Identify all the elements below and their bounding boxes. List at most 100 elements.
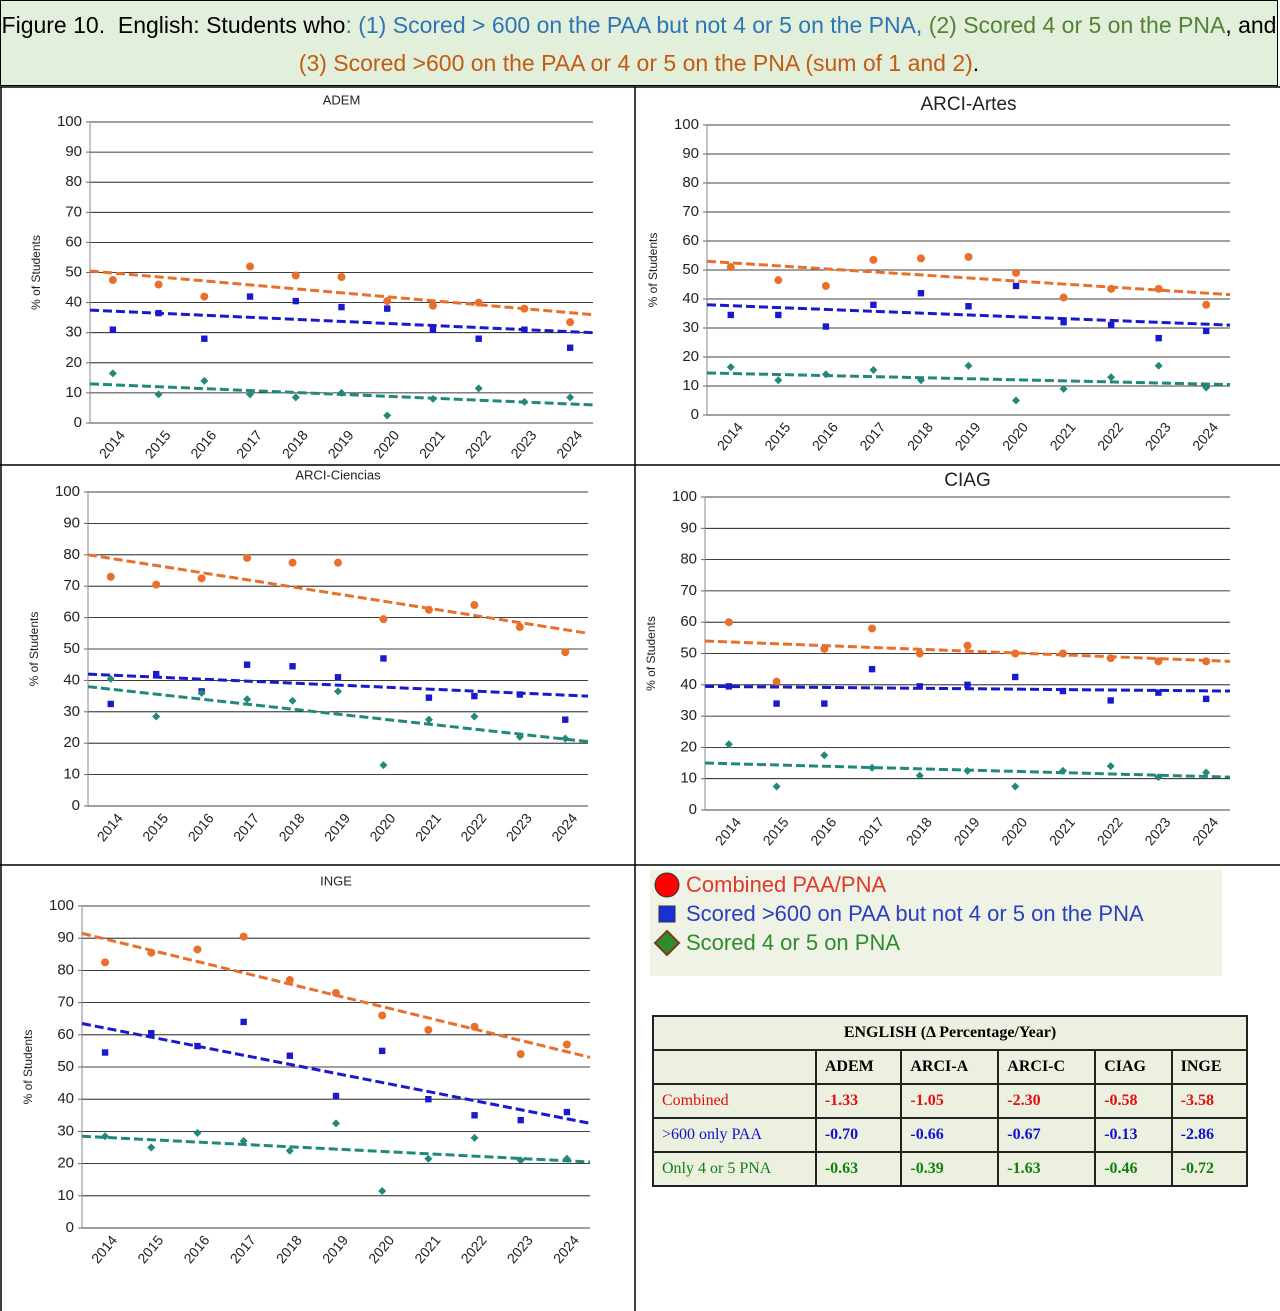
data-point — [916, 376, 925, 385]
y-tick-label: 10 — [682, 377, 699, 394]
y-tick-label: 0 — [72, 797, 80, 814]
y-tick-label: 20 — [57, 1155, 74, 1172]
x-tick-label: 2020 — [370, 427, 402, 461]
data-point — [1106, 762, 1115, 771]
data-point — [337, 273, 346, 282]
legend-entry: Scored 4 or 5 on PNA — [652, 928, 1222, 957]
data-point — [516, 1156, 525, 1165]
data-point — [1203, 327, 1210, 335]
data-point — [820, 644, 829, 653]
y-tick-label: 80 — [63, 546, 80, 563]
x-tick-label: 2018 — [904, 419, 936, 453]
data-point — [193, 945, 202, 954]
data-point — [1202, 383, 1211, 392]
data-point — [1011, 649, 1020, 658]
data-point — [916, 254, 925, 263]
y-tick-label: 60 — [63, 609, 80, 626]
x-tick-label: 2018 — [903, 814, 935, 848]
chart-title: ADEM — [323, 92, 361, 107]
data-point — [916, 683, 923, 690]
trend-line — [704, 639, 1231, 663]
data-point — [246, 390, 255, 399]
data-point — [725, 683, 733, 690]
y-tick-label: 30 — [680, 707, 697, 724]
data-point — [1154, 657, 1163, 666]
row-label: >600 only PAA — [652, 1117, 817, 1153]
data-point — [869, 366, 878, 375]
trend-line — [89, 269, 594, 317]
data-point — [1059, 687, 1067, 695]
x-tick-label: 2015 — [759, 814, 791, 848]
x-tick-label: 2022 — [457, 1232, 489, 1266]
data-point — [915, 649, 924, 658]
data-point — [1202, 695, 1210, 703]
legend: Combined PAA/PNA Scored >600 on PAA but n… — [650, 870, 1222, 976]
data-point — [516, 1050, 525, 1059]
x-tick-label: 2016 — [807, 814, 839, 848]
x-tick-label: 2014 — [714, 419, 746, 453]
data-point — [384, 305, 391, 312]
data-point — [1107, 284, 1116, 293]
data-point — [821, 370, 830, 379]
y-tick-label: 90 — [63, 514, 80, 531]
table-value: -0.70 — [814, 1117, 903, 1153]
data-point — [868, 624, 877, 633]
data-point — [520, 397, 529, 406]
y-tick-label: 50 — [680, 644, 697, 661]
y-tick-label: 0 — [66, 1219, 74, 1236]
x-tick-label: 2021 — [416, 427, 448, 461]
data-point — [915, 771, 924, 780]
y-tick-label: 20 — [682, 348, 699, 365]
x-tick-label: 2024 — [548, 810, 580, 844]
y-tick-label: 40 — [63, 671, 80, 688]
table-title: ENGLISH (Δ Percentage/Year) — [652, 1015, 1248, 1051]
title-part: , and — [1225, 12, 1277, 38]
data-point — [1060, 319, 1067, 326]
data-point — [726, 263, 735, 272]
trend-line — [81, 1022, 591, 1125]
y-tick-label: 90 — [680, 519, 697, 536]
chart: CIAG % of Students 0 10 20 30 40 50 60 70 80 90 100 2… — [644, 470, 1231, 848]
x-tick-label: 2021 — [1046, 814, 1078, 848]
title-part: . — [972, 50, 980, 76]
y-tick-label: 10 — [65, 384, 82, 401]
table-value: -0.66 — [900, 1117, 1000, 1153]
y-tick-label: 80 — [682, 174, 699, 191]
data-point — [288, 696, 297, 705]
x-tick-label: 2022 — [1094, 814, 1126, 848]
data-point — [108, 276, 117, 285]
chart: INGE % of Students 0 10 20 30 40 50 60 70 80 90 100 2… — [21, 873, 591, 1266]
data-point — [1154, 284, 1163, 293]
y-tick-label: 100 — [49, 897, 74, 914]
data-point — [870, 301, 877, 308]
data-point — [561, 734, 570, 743]
data-point — [1155, 334, 1162, 342]
legend-label: Scored >600 on PAA but not 4 or 5 on the… — [686, 900, 1144, 926]
chart-title: INGE — [320, 873, 352, 888]
x-tick-label: 2015 — [139, 810, 171, 844]
chart-title: ARCI-Ciencias — [295, 467, 381, 482]
data-point — [471, 692, 478, 700]
y-tick-label: 50 — [57, 1058, 74, 1075]
y-tick-label: 100 — [55, 483, 80, 500]
y-tick-label: 50 — [63, 640, 80, 657]
data-point — [1058, 766, 1067, 775]
trend-line — [706, 371, 1231, 387]
data-point — [285, 1146, 294, 1155]
x-tick-label: 2024 — [553, 427, 585, 461]
table-value: -0.46 — [1094, 1151, 1173, 1187]
column-header: ARCI-C — [997, 1049, 1097, 1085]
data-point — [821, 700, 828, 707]
data-point — [337, 388, 346, 397]
table-value: -0.13 — [1094, 1117, 1173, 1153]
data-point — [338, 303, 345, 311]
data-point — [724, 740, 733, 749]
table-value: -0.63 — [814, 1151, 903, 1187]
data-point — [775, 311, 782, 319]
table-value: -2.30 — [997, 1083, 1097, 1119]
title-part: Figure 10. English: Students who — [1, 12, 346, 38]
data-point — [152, 580, 161, 589]
data-point — [424, 1154, 433, 1163]
y-tick-label: 30 — [682, 319, 699, 336]
